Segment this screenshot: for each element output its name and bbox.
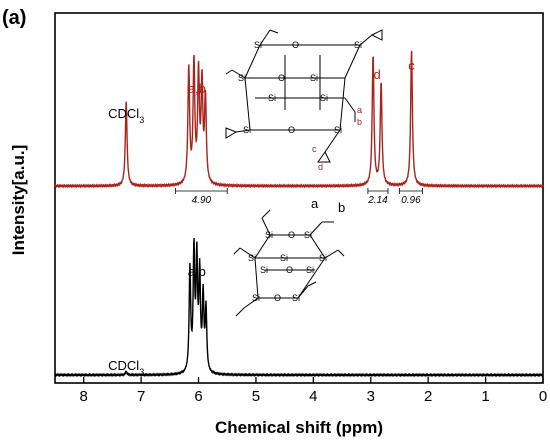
x-tick-label: 4 bbox=[309, 388, 317, 405]
x-tick-label: 2 bbox=[424, 388, 432, 405]
si-atom-label: Si bbox=[354, 40, 362, 50]
x-tick-label: 0 bbox=[539, 388, 547, 405]
si-atom-label: Si bbox=[238, 73, 246, 83]
integral-value: 2.14 bbox=[367, 195, 388, 206]
top-molecule-atom-labels: Si O Si Si O Si Si Si Si O Si a b c d bbox=[238, 40, 362, 172]
si-atom-label: Si bbox=[268, 93, 276, 103]
top-molecule-structure bbox=[225, 29, 383, 163]
o-atom-label: O bbox=[278, 73, 285, 83]
o-atom-label: O bbox=[286, 265, 293, 275]
x-tick-label: 3 bbox=[367, 388, 375, 405]
spectrum-line-0 bbox=[54, 50, 544, 189]
proton-label-d: d bbox=[318, 162, 323, 172]
si-atom-label: Si bbox=[243, 125, 251, 135]
peak-label: d bbox=[373, 67, 380, 82]
y-axis-title: Intensity[a.u.] bbox=[9, 145, 28, 256]
spectra-traces bbox=[54, 50, 544, 378]
si-atom-label: Si bbox=[252, 293, 260, 303]
peak-label: a,b bbox=[188, 81, 206, 96]
si-atom-label: Si bbox=[280, 253, 288, 263]
si-atom-label: Si bbox=[334, 125, 342, 135]
x-tick-label: 1 bbox=[481, 388, 489, 405]
integral-value: 0.96 bbox=[401, 195, 421, 206]
proton-label-b: b bbox=[357, 117, 362, 127]
integral-marks: 4.90 2.14 0.96 bbox=[175, 188, 423, 206]
o-atom-label: O bbox=[288, 125, 295, 135]
proton-label-a: a bbox=[311, 196, 319, 211]
x-axis-title: Chemical shift (ppm) bbox=[215, 418, 383, 437]
x-tick-label: 6 bbox=[194, 388, 202, 405]
integral-value: 4.90 bbox=[192, 195, 212, 206]
bottom-molecule-structure bbox=[233, 209, 345, 317]
proton-label-c: c bbox=[312, 144, 317, 154]
peak-label: CDCl3 bbox=[108, 358, 144, 377]
peak-label: CDCl3 bbox=[108, 106, 144, 125]
bottom-molecule-atom-labels: Si O Si Si Si Si Si O Si Si O Si a b bbox=[248, 196, 345, 303]
proton-label-b: b bbox=[338, 200, 345, 215]
si-atom-label: Si bbox=[320, 93, 328, 103]
si-atom-label: Si bbox=[304, 230, 312, 240]
plot-frame bbox=[54, 12, 544, 384]
proton-label-a: a bbox=[357, 105, 362, 115]
si-atom-label: Si bbox=[265, 230, 273, 240]
si-atom-label: Si bbox=[306, 265, 314, 275]
x-tick-label: 8 bbox=[80, 388, 88, 405]
peak-label: c bbox=[408, 58, 415, 73]
si-atom-label: Si bbox=[292, 293, 300, 303]
o-atom-label: O bbox=[288, 230, 295, 240]
peak-label: a,b bbox=[188, 264, 206, 279]
si-atom-label: Si bbox=[248, 253, 256, 263]
si-atom-label: Si bbox=[310, 73, 318, 83]
o-atom-label: O bbox=[274, 293, 281, 303]
x-tick-label: 5 bbox=[252, 388, 260, 405]
si-atom-label: Si bbox=[319, 253, 327, 263]
o-atom-label: O bbox=[292, 40, 299, 50]
si-atom-label: Si bbox=[254, 40, 262, 50]
x-axis-ticks: 8 7 6 5 4 3 2 1 0 bbox=[80, 377, 547, 405]
x-tick-label: 7 bbox=[137, 388, 145, 405]
si-atom-label: Si bbox=[260, 265, 268, 275]
panel-label: (a) bbox=[2, 7, 26, 29]
spectrum-line-1 bbox=[54, 237, 544, 378]
